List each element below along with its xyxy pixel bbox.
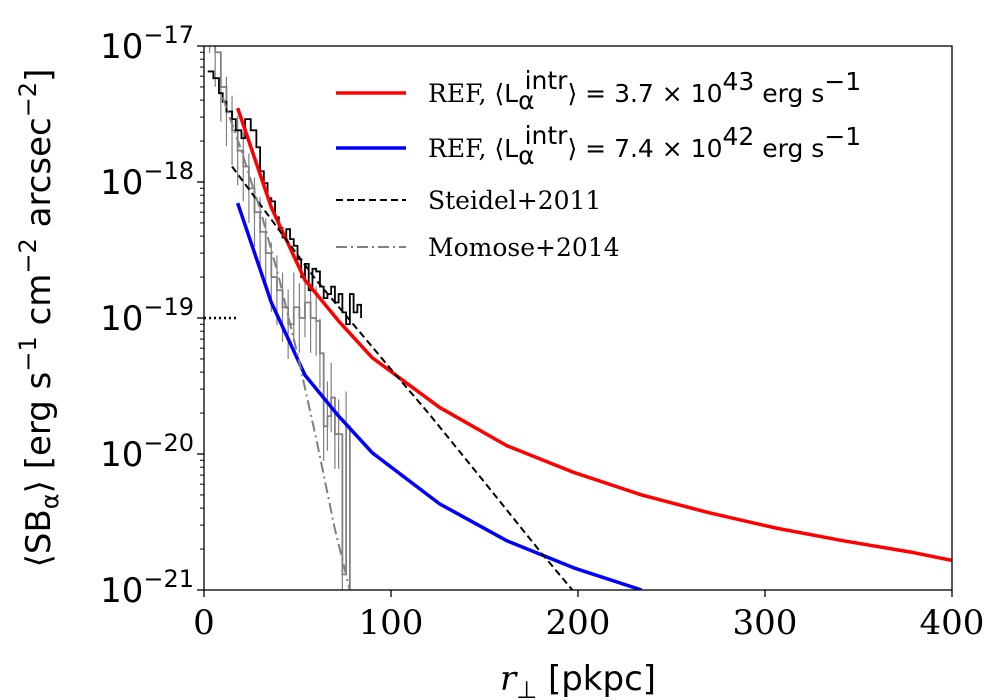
legend-ref-faint-math: ⟨L — [494, 134, 518, 163]
y-tick-label: 10−21 — [100, 565, 194, 611]
x-axis-label: r⊥ [pkpc] — [500, 659, 656, 700]
y-axis-label-sub: α — [36, 493, 64, 509]
y-tick-label: 10−18 — [100, 157, 194, 203]
y-tick-label: 10−20 — [100, 429, 194, 475]
plot-background — [204, 46, 952, 590]
y-tick-label-base: 10 — [100, 435, 143, 475]
x-tick-label: 400 — [920, 603, 985, 643]
y-axis-label-start: ⟨SB — [19, 509, 59, 567]
y-axis-label-end: ] — [19, 69, 59, 82]
y-axis-label-mid: cm — [19, 274, 59, 337]
y-tick-label-base: 10 — [100, 299, 143, 339]
legend-ref-bright-unit-sup: −1 — [824, 67, 861, 96]
y-axis-label: ⟨SBα⟩ [erg s−1 cm−2 arcsec−2] — [14, 69, 64, 568]
legend-ref-bright-value: ⟩ = 3.7 × 10 — [567, 79, 722, 108]
legend-label-ref-bright: REF, ⟨Lαintr⟩ = 3.7 × 1043 erg s−1 — [428, 66, 861, 115]
legend-ref-faint-sub: α — [518, 141, 534, 170]
legend-ref-faint-value-sup: 42 — [722, 122, 754, 151]
y-axis-label-sup2: −2 — [14, 238, 42, 273]
legend-ref-faint-value: ⟩ = 7.4 × 10 — [567, 134, 722, 163]
y-tick-label: 10−17 — [100, 21, 194, 67]
series-line-ref_bright — [236, 107, 952, 563]
legend-ref-faint-sup: intr — [525, 121, 569, 150]
legend-ref-faint-unit: erg s — [754, 134, 824, 163]
x-axis-label-sub: ⊥ — [516, 676, 537, 700]
y-tick-label-exp: −21 — [143, 565, 194, 593]
legend-label-momose: Momose+2014 — [428, 233, 620, 262]
y-tick-label-base: 10 — [100, 27, 143, 67]
y-tick-label-exp: −19 — [143, 293, 194, 321]
legend-ref-bright-sub: α — [518, 86, 534, 115]
black-step-profile — [207, 70, 362, 326]
y-axis-label-sup1: −1 — [14, 336, 42, 371]
legend-ref-bright-math: ⟨L — [494, 79, 518, 108]
legend-ref-faint-unit-sup: −1 — [824, 122, 861, 151]
legend-ref-faint-prefix: REF, — [428, 134, 494, 163]
legend-ref-bright-prefix: REF, — [428, 79, 494, 108]
x-tick-label: 300 — [733, 603, 798, 643]
x-tick-label: 200 — [546, 603, 611, 643]
x-axis-label-unit: [pkpc] — [548, 659, 656, 699]
legend-label-ref-faint: REF, ⟨Lαintr⟩ = 7.4 × 1042 erg s−1 — [428, 121, 861, 170]
y-tick-label-exp: −18 — [143, 157, 194, 185]
y-axis-label-sup3: −2 — [14, 82, 42, 117]
y-axis-label-rest: ⟩ [erg s — [19, 372, 59, 494]
x-tick-label: 0 — [193, 603, 215, 643]
y-tick-label-base: 10 — [100, 163, 143, 203]
x-axis-label-space — [537, 659, 548, 699]
y-tick-label-exp: −20 — [143, 429, 194, 457]
series-line-ref_faint — [236, 202, 643, 590]
y-tick-label: 10−19 — [100, 293, 194, 339]
y-axis-label-mid2: arcsec — [19, 117, 59, 238]
legend-ref-bright-value-sup: 43 — [722, 67, 754, 96]
legend-ref-bright-unit: erg s — [754, 79, 824, 108]
legend-label-steidel: Steidel+2011 — [428, 186, 601, 215]
x-tick-label: 100 — [359, 603, 424, 643]
series-line-momose — [221, 96, 351, 590]
legend-ref-bright-sup: intr — [525, 66, 569, 95]
gray-step-profile — [214, 46, 351, 590]
legend: REF, ⟨Lαintr⟩ = 3.7 × 1043 erg s−1 REF, … — [336, 66, 861, 262]
x-axis-label-var: r — [500, 659, 518, 699]
data-layer — [204, 46, 952, 590]
y-tick-label-base: 10 — [100, 571, 143, 611]
y-tick-label-exp: −17 — [143, 21, 194, 49]
